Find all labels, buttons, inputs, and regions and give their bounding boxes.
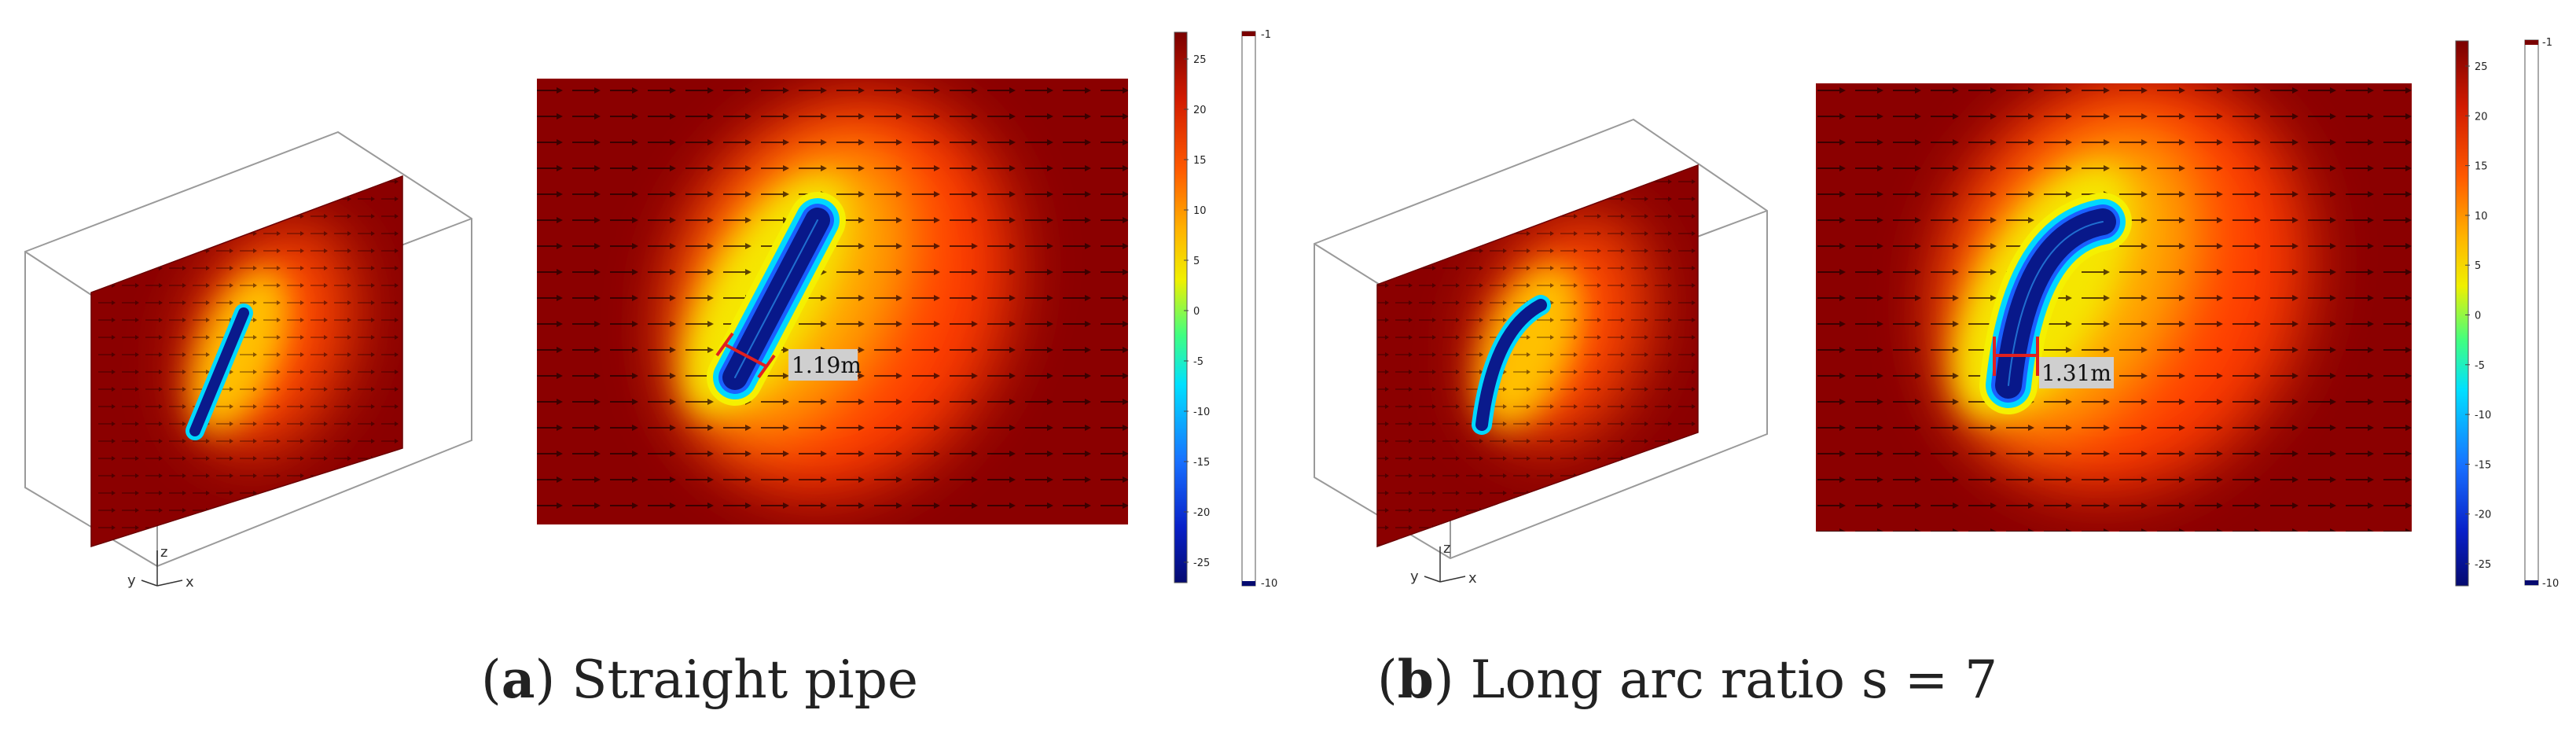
colorbar-tick: -5 [2475, 360, 2485, 372]
colorbar-tick: 5 [2475, 260, 2481, 272]
measure-marker-b [1993, 337, 2039, 376]
colorbar-tick: 15 [2475, 161, 2488, 173]
panel-b-3d-view: z x y [1314, 118, 1768, 587]
panel-a-slice-view: 1.19m [537, 79, 1128, 524]
caption-b-letter: b [1397, 649, 1434, 710]
axis-z-label-b: z [1443, 540, 1450, 557]
caption-a-text: Straight pipe [571, 649, 918, 710]
panel-a-3d-view: z x y [24, 131, 472, 591]
colorbar-tick: -20 [1193, 507, 1210, 519]
axis-y-label-a: y [127, 572, 136, 589]
colorbar-tick: 25 [1193, 54, 1207, 66]
axes-triad-a [141, 550, 183, 587]
axis-y-label-b: y [1410, 569, 1419, 585]
colorbar-tick: 25 [2475, 61, 2488, 73]
colorbar-b: 25 20 15 10 5 0 -5 -10 -15 -20 -25 [2455, 40, 2491, 587]
narrow-bar-a: -1 -10 [1241, 29, 1277, 590]
caption-a-letter: a [501, 649, 535, 710]
narrow-bar-top-b: -1 [2542, 37, 2552, 49]
caption-a: (a) Straight pipe [481, 649, 918, 710]
slice-plane-a [90, 175, 403, 548]
measurement-label-a: 1.19m [792, 352, 862, 378]
colorbar-tick: -15 [1193, 457, 1210, 469]
colorbar-tick: 10 [1193, 205, 1207, 217]
axis-x-label-a: x [186, 574, 194, 591]
slice-plane-b [1376, 164, 1699, 548]
caption-b: (b) Long arc ratio s = 7 [1377, 649, 1998, 710]
colorbar-tick: 0 [1193, 306, 1200, 318]
colorbar-tick: -15 [2475, 459, 2491, 471]
measure-marker-a [715, 332, 776, 379]
colorbar-tick: 20 [1193, 105, 1207, 116]
colorbar-tick: -20 [2475, 510, 2491, 521]
axis-z-label-a: z [160, 544, 167, 561]
colorbar-tick: -25 [2475, 559, 2491, 571]
colorbar-tick: 0 [2475, 311, 2481, 322]
measurement-label-b: 1.31m [2041, 360, 2111, 386]
colorbar-tick: 20 [2475, 111, 2488, 123]
panel-b-slice-view: 1.31m [1816, 83, 2412, 532]
colorbar-tick: -5 [1193, 356, 1203, 368]
caption-b-text: Long arc ratio s = 7 [1470, 649, 1998, 710]
colorbar-tick: -25 [1193, 557, 1210, 569]
colorbar-tick: -10 [1193, 407, 1210, 418]
axes-triad-b [1424, 546, 1466, 583]
narrow-bar-bottom-a: -10 [1261, 578, 1277, 590]
colorbar-tick: 15 [1193, 155, 1207, 167]
narrow-bar-b: -1 -10 [2524, 37, 2559, 590]
colorbar-a: 25 20 15 10 5 0 -5 -10 -15 -20 -25 [1174, 31, 1210, 583]
narrow-bar-bottom-b: -10 [2542, 578, 2559, 590]
colorbar-tick: 5 [1193, 256, 1200, 267]
axis-x-label-b: x [1468, 570, 1477, 587]
colorbar-tick: 10 [2475, 211, 2488, 223]
colorbar-tick: -10 [2475, 410, 2491, 421]
narrow-bar-top-a: -1 [1261, 29, 1271, 41]
